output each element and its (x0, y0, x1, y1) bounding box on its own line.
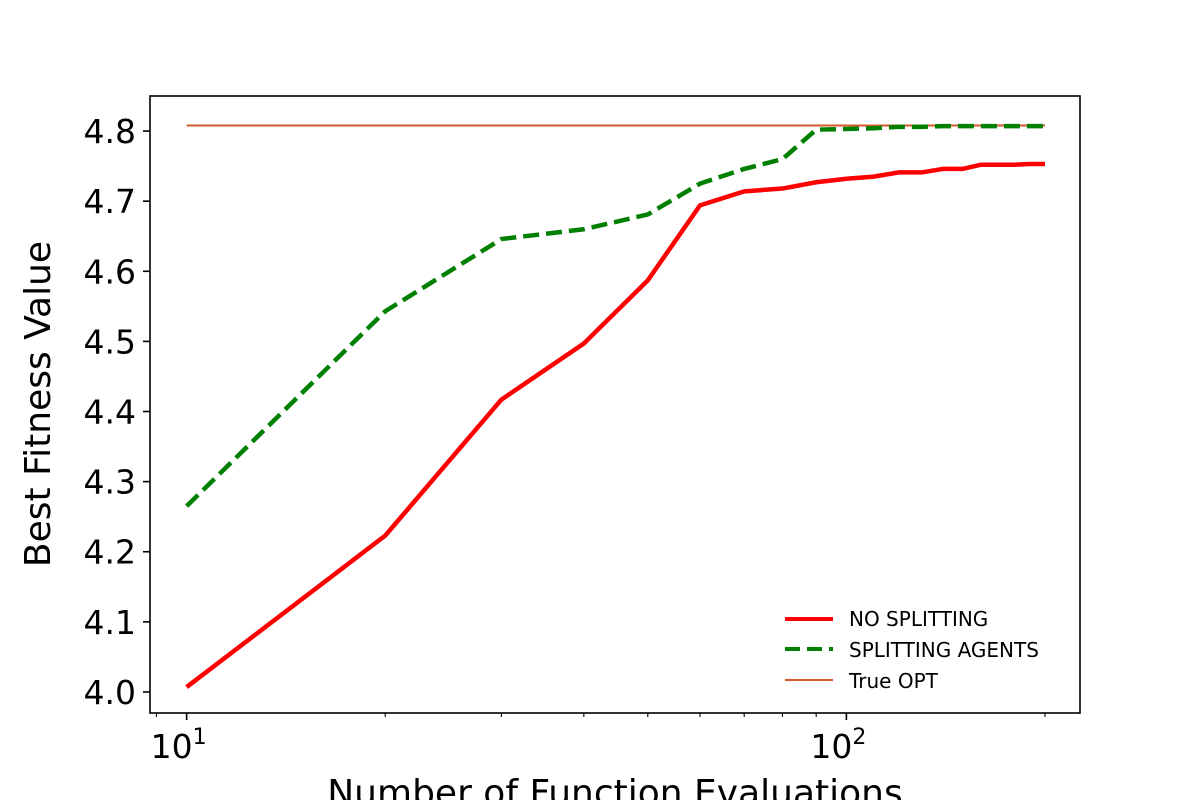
legend-box (775, 600, 1070, 700)
y-tick-label: 4.2 (84, 533, 136, 572)
x-tick-label: 101 (151, 725, 207, 766)
series-layer (185, 123, 1045, 689)
y-tick-label: 4.0 (84, 673, 136, 712)
y-tick-label: 4.4 (84, 393, 136, 432)
x-tick-base: 10 (151, 727, 193, 766)
x-tick-base: 10 (810, 727, 852, 766)
legend-label-splitting-agents: SPLITTING AGENTS (849, 638, 1039, 662)
y-tick-label: 4.6 (84, 252, 136, 291)
series-line-splitting-agents (185, 123, 1045, 508)
y-tick-label: 4.7 (84, 182, 136, 221)
y-tick-label: 4.5 (84, 322, 136, 361)
x-tick-exponent: 1 (193, 725, 207, 750)
x-axis: 101 102 (151, 713, 1046, 766)
y-axis-label: Best Fitness Value (18, 241, 59, 567)
x-tick-exponent: 2 (852, 725, 866, 750)
legend-label-true-opt: True OPT (848, 669, 939, 693)
y-tick-label: 4.3 (84, 463, 136, 502)
x-tick-label: 102 (810, 725, 866, 766)
x-axis-label: Number of Function Evaluations (327, 773, 902, 800)
y-tick-label: 4.8 (84, 112, 136, 151)
legend-label-no-splitting: NO SPLITTING (849, 607, 988, 631)
y-tick-label: 4.1 (84, 603, 136, 642)
plot-frame (149, 95, 1081, 714)
series-line-no-splitting (185, 161, 1045, 689)
legend: NO SPLITTING SPLITTING AGENTS True OPT (775, 600, 1070, 700)
y-axis: 4.0 4.1 4.2 4.3 4.4 4.5 4.6 4.7 4.8 (84, 112, 150, 712)
